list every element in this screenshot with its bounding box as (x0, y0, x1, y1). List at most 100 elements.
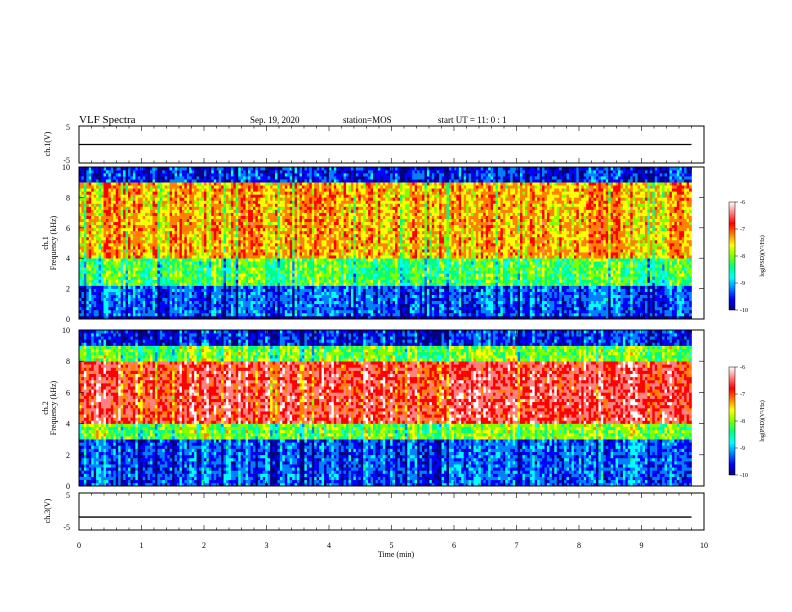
spectrogram-cell (312, 200, 315, 203)
spectrogram-cell (130, 207, 133, 210)
spectrogram-cell (106, 279, 109, 282)
spectrogram-cell (211, 267, 214, 270)
spectrogram-cell (192, 283, 195, 286)
spectrogram-cell (248, 219, 251, 222)
spectrogram-cell (297, 292, 300, 295)
spectrogram-cell (155, 246, 158, 249)
spectrogram-cell (246, 270, 249, 273)
spectrogram-cell (175, 210, 178, 213)
spectrogram-cell (300, 304, 303, 307)
spectrogram-cell (214, 264, 217, 267)
spectrogram-cell (167, 273, 170, 276)
spectrogram-cell (153, 173, 156, 176)
spectrogram-cell (285, 243, 288, 246)
spectrogram-cell (224, 261, 227, 264)
spectrogram-cell (94, 188, 97, 191)
spectrogram-cell (167, 258, 170, 261)
spectrogram-cell (84, 197, 87, 200)
spectrogram-cell (162, 289, 165, 292)
spectrogram-cell (197, 225, 200, 228)
spectrogram-cell (121, 191, 124, 194)
spectrogram-cell (270, 264, 273, 267)
spectrogram-cell (104, 313, 107, 316)
spectrogram-cell (184, 289, 187, 292)
spectrogram-cell (304, 264, 307, 267)
spectrogram-cell (187, 194, 190, 197)
spectrogram-cell (140, 222, 143, 225)
spectrogram-cell (184, 213, 187, 216)
spectrogram-cell (81, 289, 84, 292)
spectrogram-cell (277, 270, 280, 273)
spectrogram-cell (175, 267, 178, 270)
spectrogram-cell (160, 313, 163, 316)
spectrogram-cell (248, 170, 251, 173)
spectrogram-cell (251, 249, 254, 252)
spectrogram-cell (128, 240, 131, 243)
spectrogram-cell (204, 228, 207, 231)
spectrogram-cell (300, 200, 303, 203)
spectrogram-cell (231, 246, 234, 249)
spectrogram-cell (233, 222, 236, 225)
spectrogram-cell (238, 200, 241, 203)
spectrogram-cell (128, 216, 131, 219)
spectrogram-cell (148, 249, 151, 252)
spectrogram-cell (243, 225, 246, 228)
spectrogram-cell (194, 179, 197, 182)
spectrogram-cell (263, 304, 266, 307)
spectrogram-cell (221, 292, 224, 295)
spectrogram-cell (312, 210, 315, 213)
spectrogram-cell (199, 246, 202, 249)
spectrogram-cell (84, 225, 87, 228)
spectrogram-cell (138, 279, 141, 282)
spectrogram-cell (307, 292, 310, 295)
spectrogram-cell (106, 237, 109, 240)
spectrogram-cell (106, 170, 109, 173)
spectrogram-cell (148, 222, 151, 225)
spectrogram-cell (243, 188, 246, 191)
spectrogram-cell (285, 273, 288, 276)
spectrogram-cell (81, 231, 84, 234)
spectrogram-cell (275, 185, 278, 188)
spectrogram-cell (140, 234, 143, 237)
spectrogram-cell (246, 176, 249, 179)
spectrogram-cell (282, 231, 285, 234)
spectrogram-cell (192, 304, 195, 307)
spectrogram-cell (280, 289, 283, 292)
spectrogram-cell (270, 210, 273, 213)
spectrogram-cell (236, 255, 239, 258)
spectrogram-cell (187, 292, 190, 295)
spectrogram-cell (221, 295, 224, 298)
spectrogram-cell (113, 267, 116, 270)
spectrogram-cell (246, 276, 249, 279)
spectrogram-cell (265, 213, 268, 216)
spectrogram-cell (189, 219, 192, 222)
spectrogram-cell (172, 173, 175, 176)
spectrogram-cell (99, 270, 102, 273)
spectrogram-cell (104, 283, 107, 286)
spectrogram-cell (148, 286, 151, 289)
spectrogram-cell (295, 216, 298, 219)
spectrogram-cell (108, 273, 111, 276)
spectrogram-cell (104, 173, 107, 176)
spectrogram-cell (182, 298, 185, 301)
spectrogram-cell (128, 261, 131, 264)
spectrogram-cell (123, 225, 126, 228)
spectrogram-cell (81, 203, 84, 206)
spectrogram-cell (143, 273, 146, 276)
spectrogram-cell (138, 264, 141, 267)
spectrogram-cell (150, 295, 153, 298)
spectrogram-cell (172, 304, 175, 307)
spectrogram-cell (81, 197, 84, 200)
spectrogram-cell (143, 234, 146, 237)
spectrogram-cell (277, 170, 280, 173)
spectrogram-cell (140, 243, 143, 246)
spectrogram-cell (221, 270, 224, 273)
spectrogram-cell (273, 210, 276, 213)
spectrogram-cell (277, 188, 280, 191)
spectrogram-cell (277, 176, 280, 179)
spectrogram-cell (165, 270, 168, 273)
spectrogram-cell (165, 182, 168, 185)
spectrogram-cell (113, 170, 116, 173)
spectrogram-cell (228, 170, 231, 173)
spectrogram-cell (292, 310, 295, 313)
